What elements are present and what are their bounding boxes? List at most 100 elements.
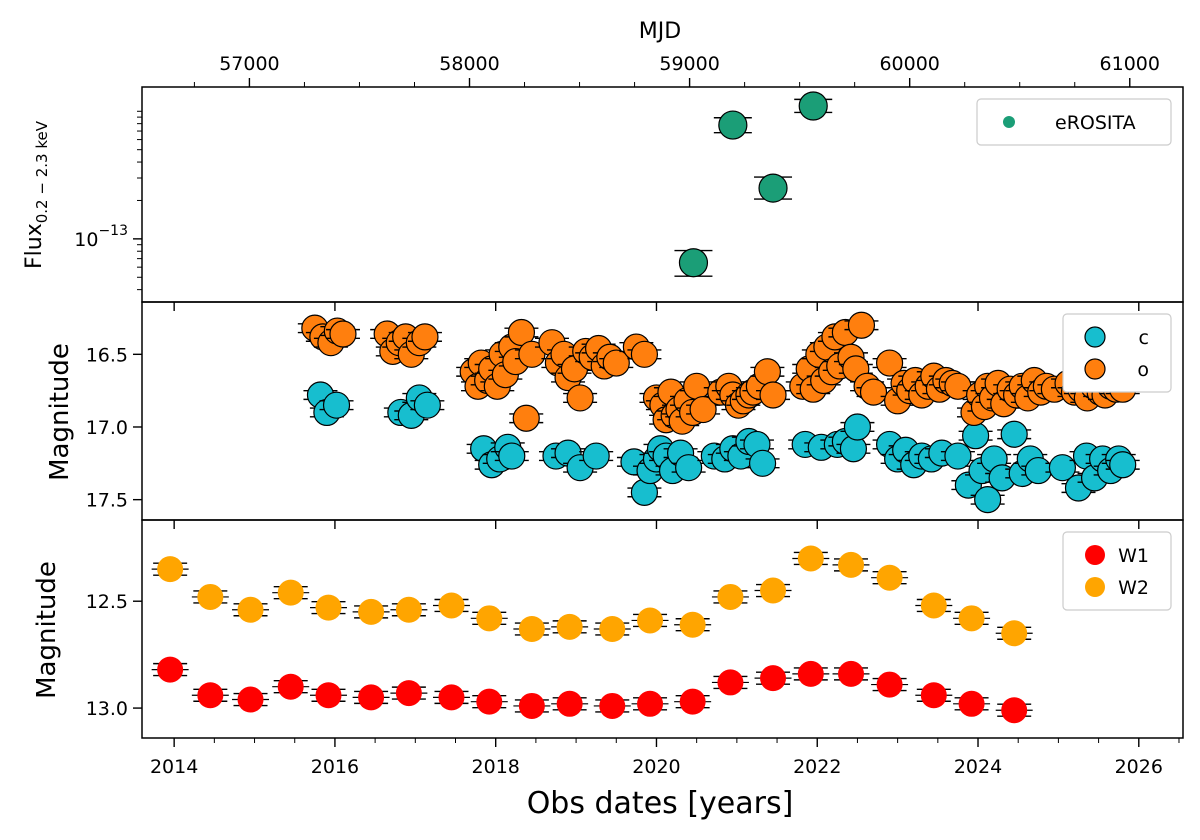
W2-marker (1001, 620, 1028, 647)
W1-marker (1001, 697, 1028, 724)
W2-marker (958, 605, 985, 632)
eROSITA-point-3 (794, 91, 833, 121)
o-marker (753, 358, 782, 386)
W1-point-5 (352, 684, 390, 711)
top-tick-label: 59000 (659, 53, 719, 75)
c-point-2 (319, 391, 354, 419)
W2-point-13 (674, 611, 712, 638)
W1-point-18 (871, 671, 909, 698)
W2-point-6 (390, 596, 428, 623)
eROSITA-point-2 (754, 173, 793, 203)
W1-marker (797, 660, 824, 687)
W2-marker (599, 616, 626, 642)
c-marker (582, 442, 610, 470)
W2-marker (637, 607, 664, 634)
W2-point-20 (953, 605, 991, 632)
W1-marker (760, 665, 787, 692)
W2-point-16 (792, 545, 830, 572)
c-marker (498, 442, 526, 470)
W2-point-7 (432, 592, 470, 619)
c-marker (1000, 420, 1028, 448)
o-marker (689, 395, 717, 424)
o-point-75 (872, 349, 907, 377)
legend-label-o: o (1137, 359, 1149, 381)
W2-marker (395, 596, 422, 623)
W1-point-14 (711, 669, 749, 696)
panel-frame (141, 519, 1184, 739)
o-point-74 (856, 378, 891, 406)
xray-y-axis-label-sub: 0.2 − 2.3 keV (33, 120, 51, 223)
W2-point-18 (871, 564, 909, 591)
eROSITA-marker (678, 248, 709, 278)
legend-box (1062, 313, 1172, 393)
o-marker (512, 404, 540, 432)
W1-marker (358, 684, 385, 711)
W1-marker (679, 688, 706, 715)
W2-marker (197, 583, 224, 610)
W1-marker (637, 690, 664, 717)
c-marker (843, 413, 872, 441)
W2-marker (476, 605, 503, 632)
W2-marker (717, 583, 744, 610)
y-tick-exponent: −13 (98, 223, 128, 239)
x-axis-label: Obs dates [years] (527, 786, 794, 821)
o-marker (847, 311, 876, 339)
c-marker (962, 422, 990, 450)
top-axis-label: MJD (639, 19, 681, 44)
legend: co (1062, 313, 1172, 393)
W1-point-11 (593, 692, 631, 719)
eROSITA-point-1 (713, 110, 752, 140)
W1-point-1 (191, 682, 229, 709)
W1-point-15 (754, 665, 792, 692)
c-point-15 (579, 442, 614, 470)
W2-marker (920, 592, 947, 619)
W2-point-11 (593, 616, 631, 642)
top-tick-label: 58000 (439, 53, 499, 75)
c-point-45 (940, 442, 975, 470)
y-tick-label: 10−13 (74, 223, 128, 251)
W1-marker (717, 669, 744, 696)
legend-box (1062, 531, 1172, 611)
c-point-24 (671, 454, 706, 482)
W2-marker (277, 579, 304, 606)
W2-marker (438, 592, 465, 619)
W2-marker (518, 616, 545, 642)
c-marker (1109, 451, 1137, 479)
y-tick-base: 10 (74, 229, 98, 251)
o-marker (875, 349, 904, 377)
W1-point-9 (513, 692, 551, 719)
optical-y-axis-label: Magnitude (45, 343, 75, 481)
o-marker (566, 384, 594, 412)
W2-marker (838, 551, 865, 578)
W1-marker (476, 688, 503, 715)
x-tick-label: 2018 (472, 756, 520, 778)
W2-point-19 (915, 592, 953, 619)
o-marker (630, 340, 659, 368)
W1-point-3 (272, 673, 310, 700)
W2-point-21 (995, 620, 1033, 647)
legend: eROSITA (976, 98, 1172, 146)
top-tick-label: 61000 (1100, 53, 1160, 75)
eROSITA-marker (798, 91, 828, 121)
W1-point-4 (310, 682, 347, 709)
legend-box (976, 98, 1172, 146)
c-point-52 (997, 420, 1032, 448)
top-tick-label: 57000 (219, 53, 279, 75)
y-tick-label: 17.5 (86, 490, 128, 512)
c-marker (974, 486, 1002, 514)
W2-point-15 (754, 577, 792, 604)
c-point-37 (840, 413, 875, 441)
c-point-49 (970, 486, 1005, 514)
W1-marker (395, 680, 422, 707)
W1-marker (438, 684, 465, 711)
x-tick-label: 2016 (311, 756, 359, 778)
o-marker (759, 381, 787, 409)
c-point-56 (1045, 454, 1080, 482)
legend-marker-eROSITA (1003, 116, 1015, 128)
xray-flux-panel: 10−13 eROSITA (74, 86, 1184, 311)
W2-marker (358, 598, 385, 625)
W1-point-8 (470, 688, 508, 715)
W1-marker (157, 656, 184, 683)
W2-point-2 (232, 596, 270, 623)
